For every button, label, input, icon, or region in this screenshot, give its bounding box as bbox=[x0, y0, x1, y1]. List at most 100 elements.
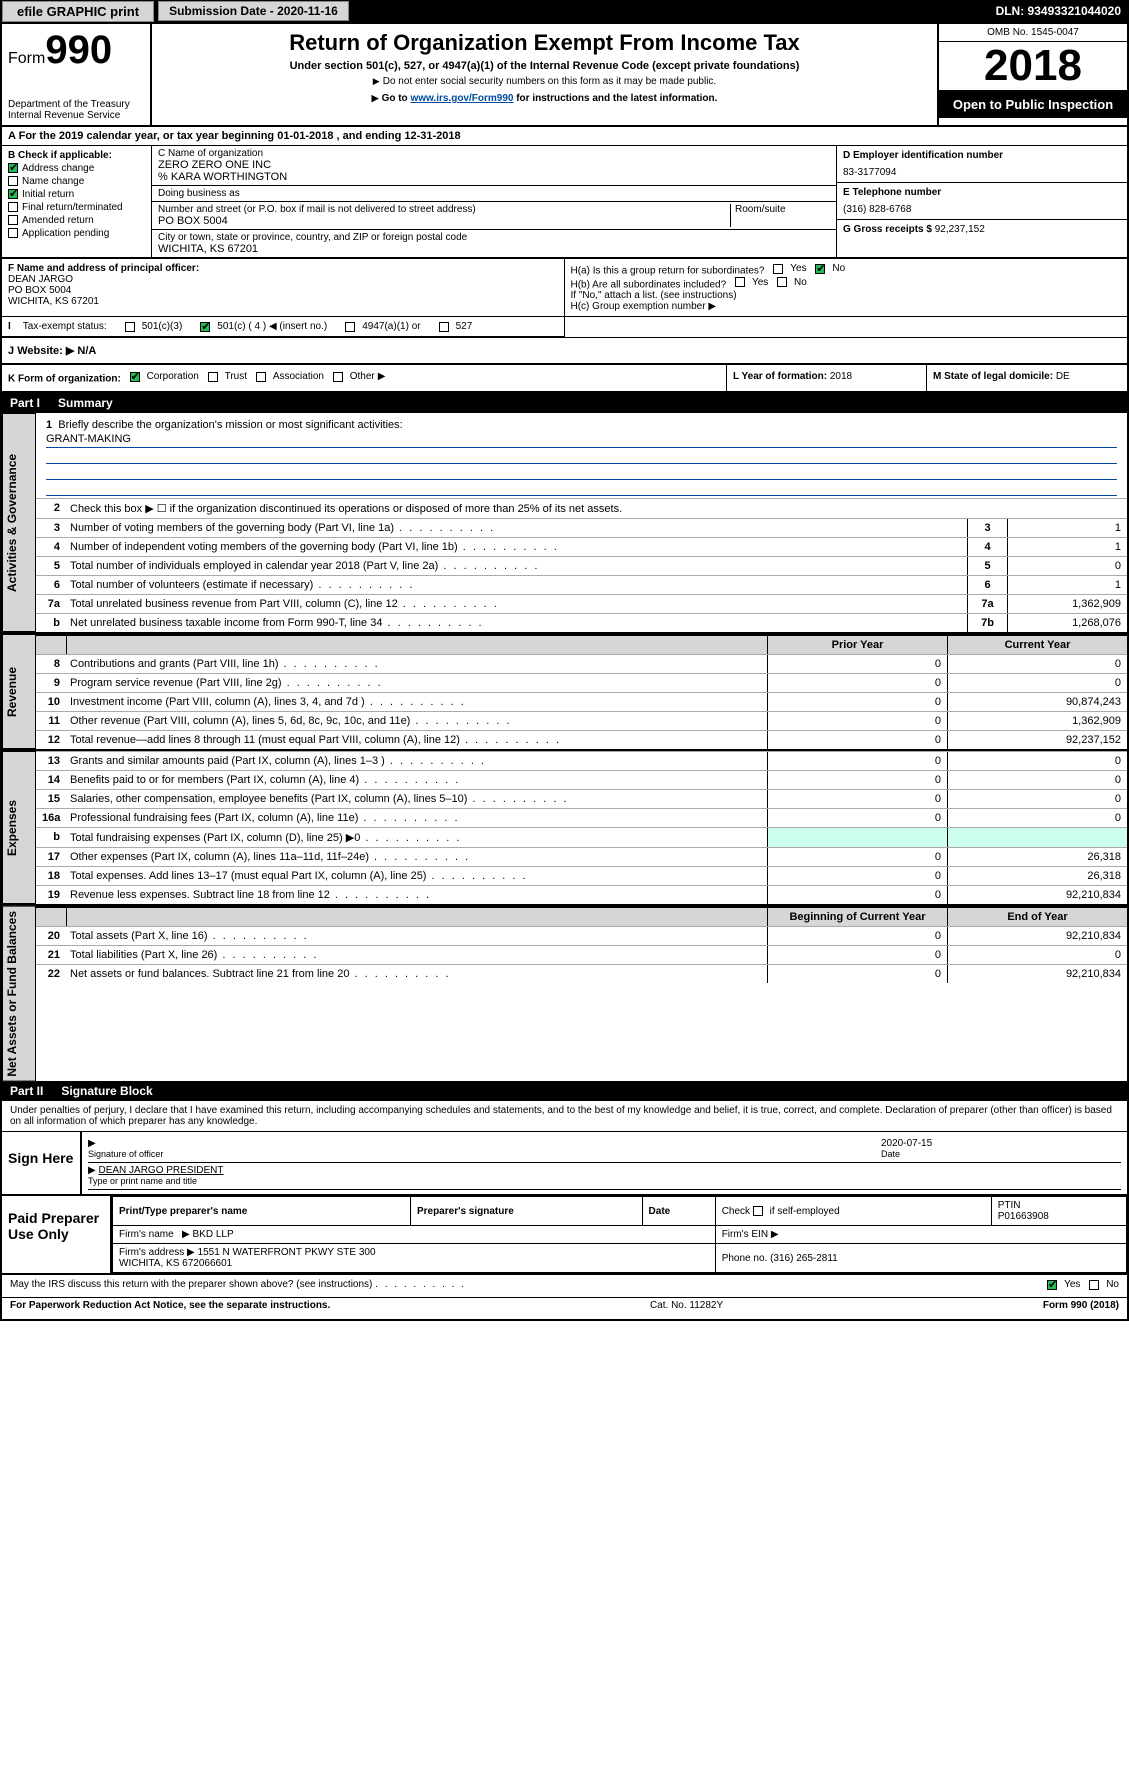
preparer-label: Paid Preparer Use Only bbox=[2, 1196, 112, 1273]
summary-line: 9Program service revenue (Part VIII, lin… bbox=[36, 673, 1127, 692]
applicable-checkbox[interactable]: Amended return bbox=[8, 215, 145, 226]
rev-tab: Revenue bbox=[2, 634, 36, 749]
applicable-checkbox[interactable]: Name change bbox=[8, 176, 145, 187]
end-year-header: End of Year bbox=[947, 908, 1127, 926]
form-title-block: Return of Organization Exempt From Incom… bbox=[152, 24, 937, 125]
summary-line: 3Number of voting members of the governi… bbox=[36, 518, 1127, 537]
submission-date: Submission Date - 2020-11-16 bbox=[158, 1, 349, 21]
summary-line: 14Benefits paid to or for members (Part … bbox=[36, 770, 1127, 789]
city-label: City or town, state or province, country… bbox=[158, 232, 830, 243]
527-checkbox[interactable] bbox=[439, 322, 449, 332]
goto-prefix: Go to bbox=[372, 93, 411, 104]
year-block: OMB No. 1545-0047 2018 Open to Public In… bbox=[937, 24, 1127, 125]
ssn-note: Do not enter social security numbers on … bbox=[158, 76, 931, 87]
form-number: 990 bbox=[45, 28, 112, 72]
website-value: N/A bbox=[77, 345, 96, 357]
org-name: ZERO ZERO ONE INC bbox=[158, 159, 830, 171]
preparer-table: Print/Type preparer's name Preparer's si… bbox=[112, 1196, 1127, 1273]
summary-line: 5Total number of individuals employed in… bbox=[36, 556, 1127, 575]
applicable-checkbox[interactable]: Initial return bbox=[8, 189, 145, 200]
gross-value: 92,237,152 bbox=[935, 224, 985, 235]
other-checkbox[interactable] bbox=[333, 372, 343, 382]
efile-button[interactable]: efile GRAPHIC print bbox=[2, 1, 154, 22]
summary-line: 21Total liabilities (Part X, line 26)00 bbox=[36, 945, 1127, 964]
addr-label: Number and street (or P.O. box if mail i… bbox=[158, 204, 730, 215]
bal-tab: Net Assets or Fund Balances bbox=[2, 906, 36, 1082]
care-of: % KARA WORTHINGTON bbox=[158, 171, 830, 183]
top-toolbar: efile GRAPHIC print Submission Date - 20… bbox=[0, 0, 1129, 22]
summary-line: 4Number of independent voting members of… bbox=[36, 537, 1127, 556]
summary-line: 11Other revenue (Part VIII, column (A), … bbox=[36, 711, 1127, 730]
goto-link[interactable]: www.irs.gov/Form990 bbox=[410, 93, 513, 104]
omb-number: OMB No. 1545-0047 bbox=[939, 24, 1127, 42]
website-label: Website: bbox=[17, 345, 63, 357]
form-title: Return of Organization Exempt From Incom… bbox=[158, 30, 931, 56]
summary-line: 8Contributions and grants (Part VIII, li… bbox=[36, 654, 1127, 673]
summary-line: 22Net assets or fund balances. Subtract … bbox=[36, 964, 1127, 983]
gov-tab: Activities & Governance bbox=[2, 413, 36, 632]
summary-line: 7aTotal unrelated business revenue from … bbox=[36, 594, 1127, 613]
summary-line: 12Total revenue—add lines 8 through 11 (… bbox=[36, 730, 1127, 749]
form-org-block: K Form of organization: Corporation Trus… bbox=[2, 365, 727, 391]
applicable-checkbox[interactable]: Final return/terminated bbox=[8, 202, 145, 213]
part-ii-header: Part II Signature Block bbox=[2, 1081, 1127, 1101]
dln-label: DLN: 93493321044020 bbox=[996, 4, 1129, 18]
summary-line: bTotal fundraising expenses (Part IX, co… bbox=[36, 827, 1127, 847]
applicable-checkbox[interactable]: Application pending bbox=[8, 228, 145, 239]
applicable-checkbox[interactable]: Address change bbox=[8, 163, 145, 174]
form-footer: Form 990 (2018) bbox=[1043, 1300, 1119, 1311]
gross-label: G Gross receipts $ bbox=[843, 224, 932, 235]
summary-line: 16aProfessional fundraising fees (Part I… bbox=[36, 808, 1127, 827]
phone-label: E Telephone number bbox=[843, 187, 1121, 198]
4947-checkbox[interactable] bbox=[345, 322, 355, 332]
prior-year-header: Prior Year bbox=[767, 636, 947, 654]
current-year-header: Current Year bbox=[947, 636, 1127, 654]
pra-notice: For Paperwork Reduction Act Notice, see … bbox=[10, 1300, 330, 1311]
ein-value: 83-3177094 bbox=[843, 167, 1121, 178]
addr: PO BOX 5004 bbox=[158, 215, 730, 227]
hb-no-checkbox[interactable] bbox=[777, 277, 787, 287]
summary-line: 18Total expenses. Add lines 13–17 (must … bbox=[36, 866, 1127, 885]
check-applicable-block: B Check if applicable: Address changeNam… bbox=[2, 146, 152, 257]
summary-line: 20Total assets (Part X, line 16)092,210,… bbox=[36, 926, 1127, 945]
tax-year: 2018 bbox=[939, 42, 1127, 91]
exp-tab: Expenses bbox=[2, 751, 36, 904]
city: WICHITA, KS 67201 bbox=[158, 243, 830, 255]
officer-block: F Name and address of principal officer:… bbox=[2, 259, 565, 316]
ein-phone-block: D Employer identification number 83-3177… bbox=[837, 146, 1127, 257]
summary-line: 17Other expenses (Part IX, column (A), l… bbox=[36, 847, 1127, 866]
self-employed-checkbox[interactable] bbox=[753, 1206, 763, 1216]
summary-line: 6Total number of volunteers (estimate if… bbox=[36, 575, 1127, 594]
group-return-block: H(a) Is this a group return for subordin… bbox=[565, 259, 1128, 316]
signature-intro: Under penalties of perjury, I declare th… bbox=[2, 1101, 1127, 1132]
form-id-block: Form990 Department of the Treasury Inter… bbox=[2, 24, 152, 125]
trust-checkbox[interactable] bbox=[208, 372, 218, 382]
form-subtitle: Under section 501(c), 527, or 4947(a)(1)… bbox=[158, 60, 931, 72]
sign-here-label: Sign Here bbox=[2, 1132, 82, 1194]
beg-year-header: Beginning of Current Year bbox=[767, 908, 947, 926]
501c-checkbox[interactable] bbox=[200, 322, 210, 332]
summary-line: bNet unrelated business taxable income f… bbox=[36, 613, 1127, 632]
phone-value: (316) 828-6768 bbox=[843, 204, 1121, 215]
exempt-label: Tax-exempt status: bbox=[23, 321, 107, 332]
discuss-no-checkbox[interactable] bbox=[1089, 1280, 1099, 1290]
hb-yes-checkbox[interactable] bbox=[735, 277, 745, 287]
501c3-checkbox[interactable] bbox=[125, 322, 135, 332]
summary-line: 10Investment income (Part VIII, column (… bbox=[36, 692, 1127, 711]
org-info-block: C Name of organization ZERO ZERO ONE INC… bbox=[152, 146, 837, 257]
org-name-label: C Name of organization bbox=[158, 148, 830, 159]
summary-line: 13Grants and similar amounts paid (Part … bbox=[36, 751, 1127, 770]
corp-checkbox[interactable] bbox=[130, 372, 140, 382]
ein-label: D Employer identification number bbox=[843, 150, 1121, 161]
summary-line: 19Revenue less expenses. Subtract line 1… bbox=[36, 885, 1127, 904]
period-line: A For the 2019 calendar year, or tax yea… bbox=[2, 127, 1127, 146]
ha-no-checkbox[interactable] bbox=[815, 264, 825, 274]
summary-line: 15Salaries, other compensation, employee… bbox=[36, 789, 1127, 808]
assoc-checkbox[interactable] bbox=[256, 372, 266, 382]
ha-yes-checkbox[interactable] bbox=[773, 264, 783, 274]
dba-label: Doing business as bbox=[158, 188, 830, 199]
open-inspection: Open to Public Inspection bbox=[939, 91, 1127, 118]
discuss-yes-checkbox[interactable] bbox=[1047, 1280, 1057, 1290]
mission-value: GRANT-MAKING bbox=[46, 431, 1117, 448]
discuss-question: May the IRS discuss this return with the… bbox=[10, 1279, 372, 1290]
